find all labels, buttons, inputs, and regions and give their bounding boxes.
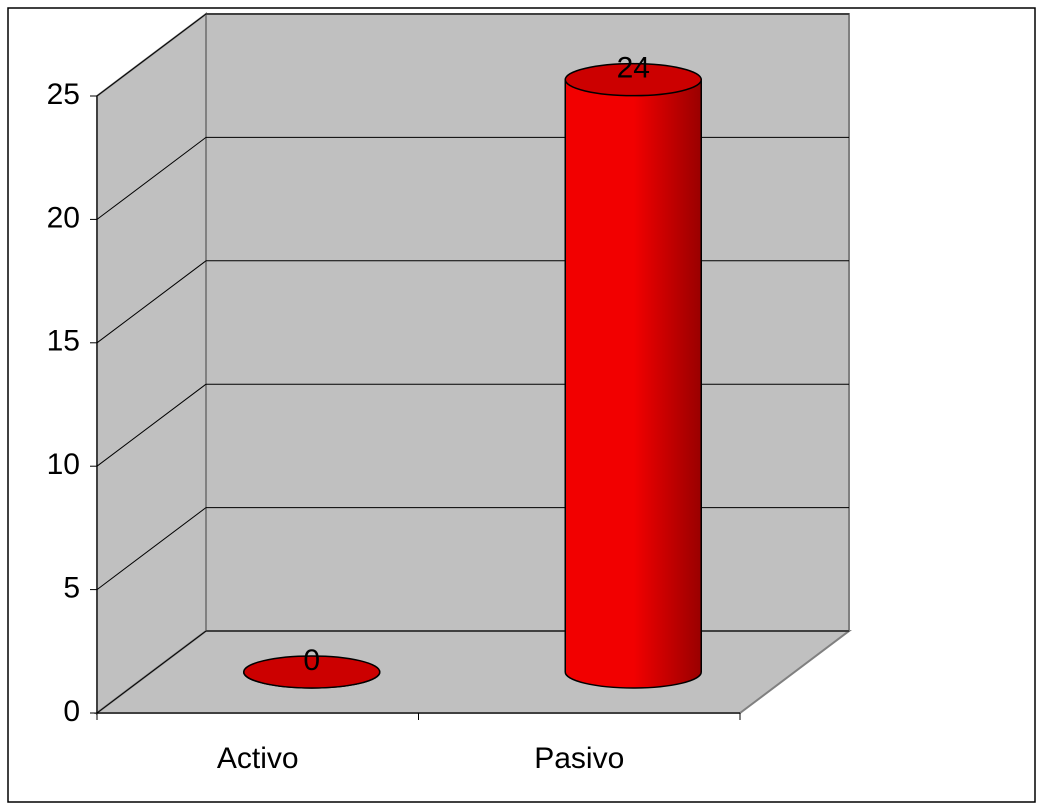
cylinder-top-shade [243, 656, 380, 688]
x-tick-label: Activo [217, 742, 299, 775]
y-tick-label: 0 [63, 695, 80, 728]
cylinder-shade [565, 79, 702, 689]
cylinder-top-shade [565, 63, 702, 96]
x-tick-label: Pasivo [534, 742, 624, 775]
grid-line [96, 507, 207, 590]
y-tick-label: 10 [47, 448, 80, 481]
data-label: 0 [303, 644, 320, 677]
grid-line [96, 383, 207, 467]
side-wall [96, 11, 207, 716]
cylinder-top [243, 655, 381, 689]
back-wall [205, 13, 850, 632]
plot-area: 0 5 10 15 20 25 Activo 0 Pasivo 24 [47, 11, 852, 775]
grid-line [96, 260, 207, 344]
floor [94, 630, 852, 714]
y-tick-label: 20 [47, 201, 80, 234]
grid-line [96, 630, 207, 714]
grid-line [96, 137, 207, 220]
y-tick-label: 15 [47, 325, 80, 358]
y-tick-label: 5 [63, 572, 80, 605]
cylinder-top [564, 62, 702, 97]
y-tick-label: 25 [47, 78, 80, 111]
data-label: 24 [617, 52, 650, 85]
grid-line [96, 13, 207, 97]
